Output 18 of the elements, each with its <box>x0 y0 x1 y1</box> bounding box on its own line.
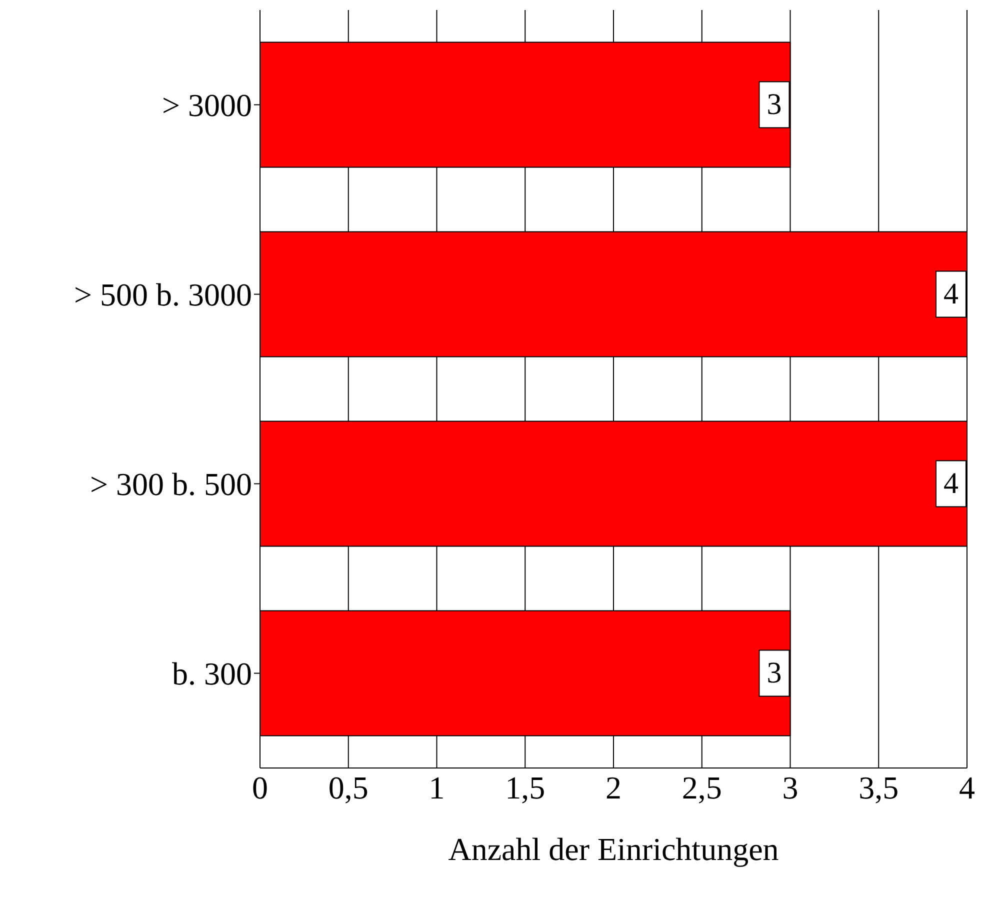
x-tick-label: 3 <box>782 770 798 806</box>
data-label: 4 <box>944 467 958 500</box>
x-axis-title: Anzahl der Einrichtungen <box>448 831 779 867</box>
y-tick-label: > 300 b. 500 <box>90 466 252 502</box>
y-tick-label: b. 300 <box>172 656 252 692</box>
data-label: 3 <box>766 656 782 690</box>
data-label: 3 <box>766 88 782 122</box>
y-tick-label: > 3000 <box>162 87 252 124</box>
x-tick-label: 0 <box>252 770 268 806</box>
x-tick-label: 0,5 <box>328 770 368 806</box>
y-tick-label: > 500 b. 3000 <box>74 276 252 313</box>
x-tick-label: 4 <box>959 770 975 806</box>
x-tick-label: 2 <box>606 770 622 806</box>
x-tick-label: 1 <box>428 770 445 806</box>
x-tick-label: 2,5 <box>682 770 722 806</box>
x-tick-label: 3,5 <box>858 770 899 806</box>
x-tick-label: 1,5 <box>505 770 546 806</box>
data-label: 4 <box>944 278 958 311</box>
